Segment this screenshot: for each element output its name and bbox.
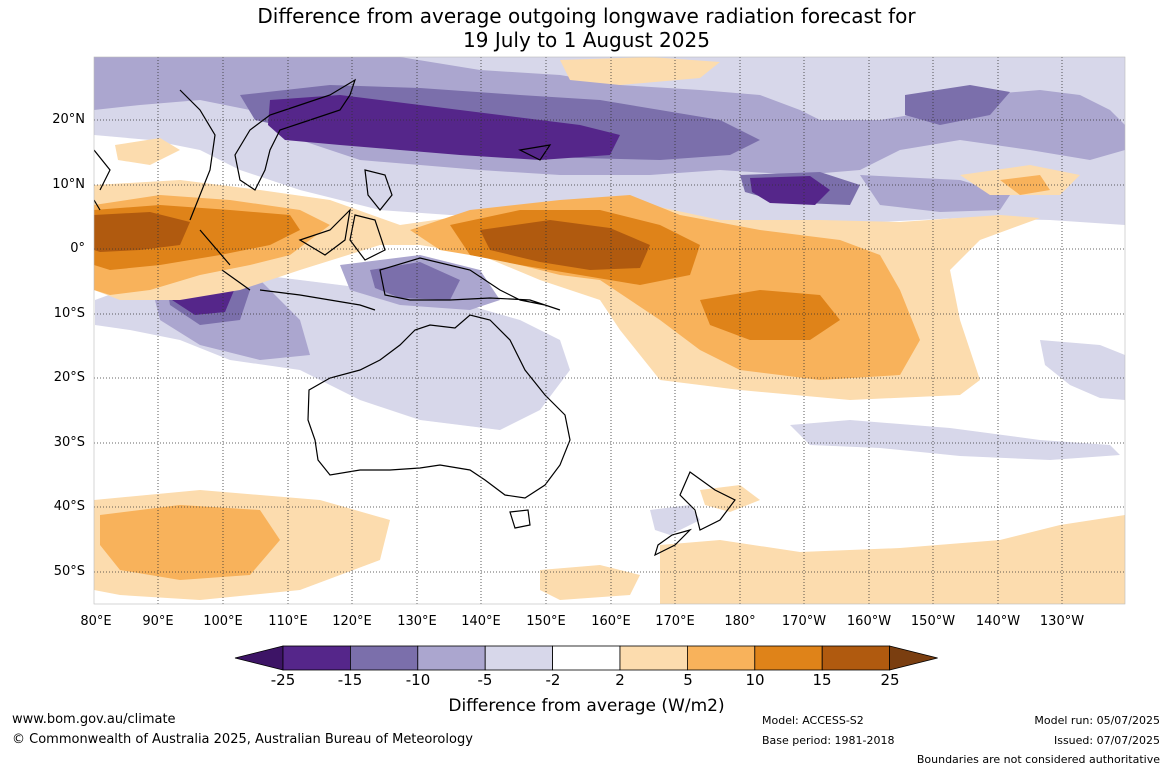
- lat-label-equator: 0°: [70, 241, 85, 256]
- boundaries-disclaimer: Boundaries are not considered authoritat…: [916, 753, 1160, 766]
- bom-url[interactable]: www.bom.gov.au/climate: [12, 712, 176, 727]
- colorbar-swatch: [821, 645, 891, 671]
- chart-title-line-2: 19 July to 1 August 2025: [463, 28, 710, 52]
- colorbar-swatch: [754, 645, 823, 671]
- colorbar-swatch: [484, 645, 554, 671]
- lat-label-40s: 40°S: [53, 499, 85, 514]
- colorbar-swatch: [417, 645, 486, 671]
- chart-title-line-1: Difference from average outgoing longwav…: [257, 4, 916, 28]
- colorbar-title: Difference from average (W/m2): [448, 696, 725, 716]
- colorbar-label: -15: [337, 671, 363, 689]
- lat-label-50s: 50°S: [53, 564, 85, 579]
- lon-label-100e: 100°E: [203, 614, 243, 629]
- colorbar-swatch: [282, 645, 351, 671]
- lon-label-130e: 130°E: [397, 614, 437, 629]
- colorbar-swatch: [552, 645, 621, 671]
- lon-label-110e: 110°E: [268, 614, 308, 629]
- colorbar-swatch: [687, 645, 756, 671]
- lon-label-150e: 150°E: [526, 614, 566, 629]
- colorbar-label: 10: [745, 671, 765, 689]
- issued-date: Issued: 07/07/2025: [1053, 734, 1160, 747]
- lon-label-80e: 80°E: [80, 614, 112, 629]
- colorbar-label: -10: [405, 671, 431, 689]
- colorbar-extend-low: [234, 645, 284, 671]
- lat-label-20s: 20°S: [53, 370, 85, 385]
- lon-label-170w: 170°W: [781, 614, 827, 629]
- colorbar-extend-high: [889, 645, 938, 671]
- colorbar-swatch: [349, 645, 419, 671]
- graticule: [94, 57, 1125, 604]
- coastlines: [94, 78, 736, 557]
- colorbar-label: -5: [477, 671, 493, 689]
- lat-label-20n: 20°N: [52, 112, 85, 127]
- lon-label-180: 180°: [724, 614, 756, 629]
- colorbar-label: 25: [880, 671, 900, 689]
- lon-label-140e: 140°E: [461, 614, 501, 629]
- lon-label-130w: 130°W: [1039, 614, 1085, 629]
- lon-label-120e: 120°E: [332, 614, 372, 629]
- lon-label-140w: 140°W: [975, 614, 1021, 629]
- colorbar-label: 5: [683, 671, 693, 689]
- colorbar-label: -25: [270, 671, 296, 689]
- model-run-date: Model run: 05/07/2025: [1034, 714, 1160, 727]
- colorbar: [234, 645, 938, 671]
- lon-label-150w: 150°W: [910, 614, 956, 629]
- lon-label-160e: 160°E: [591, 614, 631, 629]
- lon-label-160w: 160°W: [846, 614, 892, 629]
- lon-label-170e: 170°E: [655, 614, 695, 629]
- colorbar-swatch: [619, 645, 688, 671]
- model-name: Model: ACCESS-S2: [762, 714, 864, 727]
- lon-label-90e: 90°E: [142, 614, 174, 629]
- lat-label-10s: 10°S: [53, 306, 85, 321]
- copyright-notice: © Commonwealth of Australia 2025, Austra…: [12, 732, 473, 747]
- colorbar-label: 15: [812, 671, 832, 689]
- base-period: Base period: 1981-2018: [762, 734, 895, 747]
- lat-label-10n: 10°N: [52, 177, 85, 192]
- colorbar-label: -2: [545, 671, 561, 689]
- lat-label-30s: 30°S: [53, 435, 85, 450]
- colorbar-label: 2: [615, 671, 625, 689]
